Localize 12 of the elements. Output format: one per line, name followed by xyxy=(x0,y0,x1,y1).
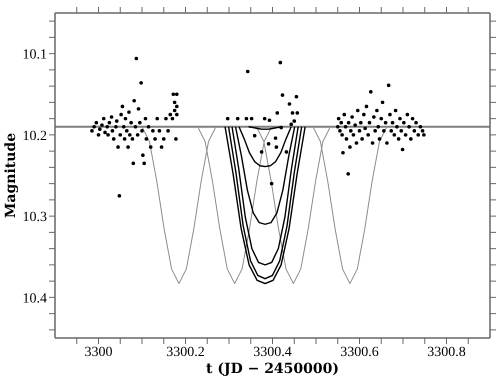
x-axis-title: t (JD − 2450000) xyxy=(206,361,340,377)
x-tick-label: 3300.6 xyxy=(340,344,379,360)
x-tick-label: 3300.8 xyxy=(427,344,466,360)
x-tick-label: 3300 xyxy=(84,344,112,360)
x-tick-label: 3300.4 xyxy=(253,344,292,360)
y-tick-label: 10.4 xyxy=(22,291,47,306)
y-tick-label: 10.3 xyxy=(22,210,47,226)
y-axis-title: Magnitude xyxy=(2,132,19,218)
y-tick-label: 10.1 xyxy=(22,48,47,63)
y-tick-label: 10.2 xyxy=(22,128,47,144)
x-tick-label: 3300.2 xyxy=(166,344,205,360)
line-series xyxy=(234,126,296,225)
